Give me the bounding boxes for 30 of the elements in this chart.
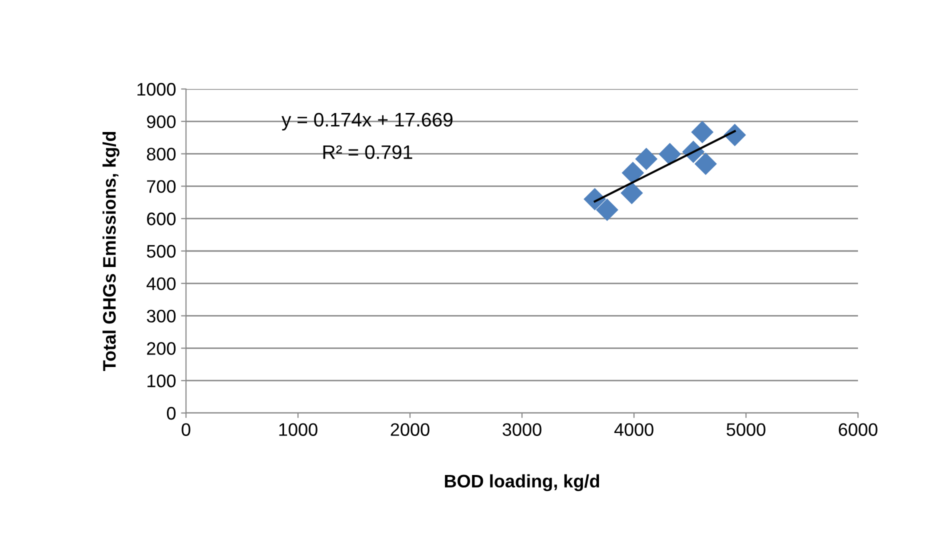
y-tick-label: 900	[147, 115, 176, 128]
x-tick-label: 3000	[502, 423, 542, 436]
annotation: y = 0.174x + 17.669	[282, 112, 452, 130]
point	[658, 142, 682, 166]
point	[584, 188, 606, 210]
y-tick-label: 1000	[137, 82, 176, 96]
y-tick-label: 0	[166, 406, 176, 420]
point	[596, 198, 618, 222]
point	[620, 182, 643, 204]
y-tick-label: 300	[146, 310, 176, 323]
x-tick-label: 4000	[614, 423, 654, 436]
y-tick-label: 100	[148, 374, 176, 388]
x-tick-label: 2000	[390, 423, 430, 436]
y-tick-label: 400	[146, 277, 176, 290]
y-tick-label: 500	[146, 244, 176, 258]
point	[691, 120, 714, 144]
y-tick-label: 700	[147, 180, 176, 193]
point	[635, 148, 658, 170]
y-tick-label: 600	[147, 212, 176, 226]
point	[694, 152, 717, 176]
x-tick-label: 5000	[726, 423, 766, 436]
annotation: R² = 0.791	[323, 145, 412, 160]
x-tick-label: 6000	[838, 423, 878, 436]
y-tick-label: 200	[147, 342, 176, 355]
point	[622, 162, 644, 184]
x-tick-label: 1000	[279, 423, 318, 436]
y-axis-title: Total GHGs Emissions, kg/d	[102, 132, 120, 372]
y-tick-label: 800	[146, 148, 176, 161]
x-tick-label: 0	[182, 423, 190, 436]
x-axis-title: BOD loading, kg/d	[444, 474, 600, 492]
